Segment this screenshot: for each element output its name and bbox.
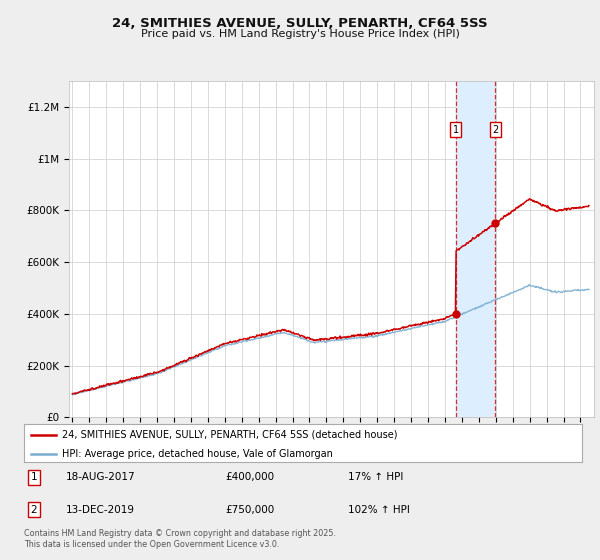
Text: 102% ↑ HPI: 102% ↑ HPI: [347, 505, 410, 515]
Text: 2: 2: [31, 505, 37, 515]
Text: 1: 1: [452, 125, 458, 135]
Text: 18-AUG-2017: 18-AUG-2017: [66, 472, 136, 482]
Text: £400,000: £400,000: [225, 472, 274, 482]
Bar: [455, 81, 495, 417]
Text: 1: 1: [31, 472, 37, 482]
Text: 24, SMITHIES AVENUE, SULLY, PENARTH, CF64 5SS (detached house): 24, SMITHIES AVENUE, SULLY, PENARTH, CF6…: [62, 430, 397, 440]
Text: Contains HM Land Registry data © Crown copyright and database right 2025.
This d: Contains HM Land Registry data © Crown c…: [24, 529, 336, 549]
Text: 24, SMITHIES AVENUE, SULLY, PENARTH, CF64 5SS: 24, SMITHIES AVENUE, SULLY, PENARTH, CF6…: [112, 17, 488, 30]
Text: HPI: Average price, detached house, Vale of Glamorgan: HPI: Average price, detached house, Vale…: [62, 449, 333, 459]
Text: 13-DEC-2019: 13-DEC-2019: [66, 505, 135, 515]
Text: Price paid vs. HM Land Registry's House Price Index (HPI): Price paid vs. HM Land Registry's House …: [140, 29, 460, 39]
Text: 17% ↑ HPI: 17% ↑ HPI: [347, 472, 403, 482]
Text: 2: 2: [492, 125, 498, 135]
Text: £750,000: £750,000: [225, 505, 274, 515]
